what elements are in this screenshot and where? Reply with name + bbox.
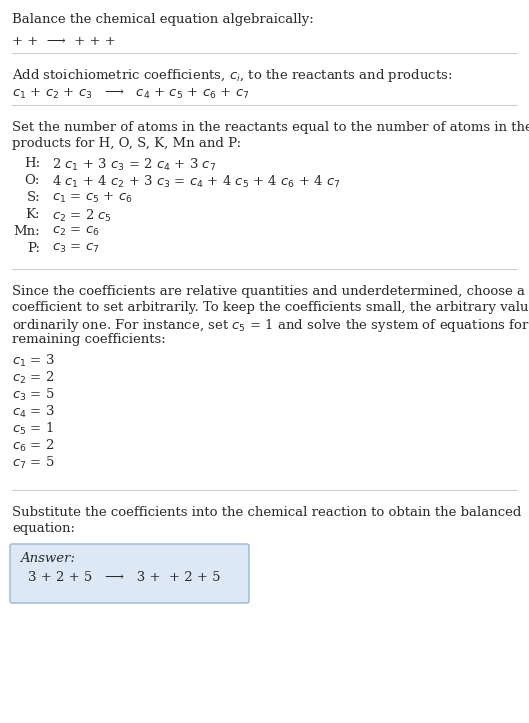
Text: $c_2$ = 2 $c_5$: $c_2$ = 2 $c_5$: [52, 208, 112, 224]
Text: S:: S:: [26, 191, 40, 204]
Text: 3 + 2 + 5   ⟶   3 +  + 2 + 5: 3 + 2 + 5 ⟶ 3 + + 2 + 5: [28, 571, 221, 584]
Text: $c_2$ = $c_6$: $c_2$ = $c_6$: [52, 225, 99, 238]
Text: K:: K:: [25, 208, 40, 221]
Text: coefficient to set arbitrarily. To keep the coefficients small, the arbitrary va: coefficient to set arbitrarily. To keep …: [12, 301, 529, 314]
Text: $c_1$ = 3: $c_1$ = 3: [12, 353, 54, 369]
Text: Answer:: Answer:: [20, 552, 75, 565]
Text: $c_1$ = $c_5$ + $c_6$: $c_1$ = $c_5$ + $c_6$: [52, 191, 133, 205]
Text: Add stoichiometric coefficients, $c_i$, to the reactants and products:: Add stoichiometric coefficients, $c_i$, …: [12, 67, 452, 84]
Text: remaining coefficients:: remaining coefficients:: [12, 333, 166, 346]
Text: $c_5$ = 1: $c_5$ = 1: [12, 421, 53, 437]
Text: $c_3$ = 5: $c_3$ = 5: [12, 387, 54, 403]
Text: 2 $c_1$ + 3 $c_3$ = 2 $c_4$ + 3 $c_7$: 2 $c_1$ + 3 $c_3$ = 2 $c_4$ + 3 $c_7$: [52, 157, 216, 173]
Text: Mn:: Mn:: [13, 225, 40, 238]
Text: $c_6$ = 2: $c_6$ = 2: [12, 438, 54, 454]
Text: Substitute the coefficients into the chemical reaction to obtain the balanced: Substitute the coefficients into the che…: [12, 506, 522, 519]
Text: $c_1$ + $c_2$ + $c_3$   ⟶   $c_4$ + $c_5$ + $c_6$ + $c_7$: $c_1$ + $c_2$ + $c_3$ ⟶ $c_4$ + $c_5$ + …: [12, 87, 250, 101]
Text: 4 $c_1$ + 4 $c_2$ + 3 $c_3$ = $c_4$ + 4 $c_5$ + 4 $c_6$ + 4 $c_7$: 4 $c_1$ + 4 $c_2$ + 3 $c_3$ = $c_4$ + 4 …: [52, 174, 341, 190]
Text: P:: P:: [27, 242, 40, 255]
FancyBboxPatch shape: [10, 544, 249, 603]
Text: $c_7$ = 5: $c_7$ = 5: [12, 455, 54, 471]
Text: $c_3$ = $c_7$: $c_3$ = $c_7$: [52, 242, 99, 255]
Text: products for H, O, S, K, Mn and P:: products for H, O, S, K, Mn and P:: [12, 137, 241, 150]
Text: ordinarily one. For instance, set $c_5$ = 1 and solve the system of equations fo: ordinarily one. For instance, set $c_5$ …: [12, 317, 529, 334]
Text: $c_2$ = 2: $c_2$ = 2: [12, 370, 54, 386]
Text: + +  ⟶  + + +: + + ⟶ + + +: [12, 35, 116, 48]
Text: Set the number of atoms in the reactants equal to the number of atoms in the: Set the number of atoms in the reactants…: [12, 121, 529, 134]
Text: H:: H:: [24, 157, 40, 170]
Text: $c_4$ = 3: $c_4$ = 3: [12, 404, 54, 420]
Text: equation:: equation:: [12, 522, 75, 535]
Text: Since the coefficients are relative quantities and underdetermined, choose a: Since the coefficients are relative quan…: [12, 285, 525, 298]
Text: O:: O:: [25, 174, 40, 187]
Text: Balance the chemical equation algebraically:: Balance the chemical equation algebraica…: [12, 13, 314, 26]
